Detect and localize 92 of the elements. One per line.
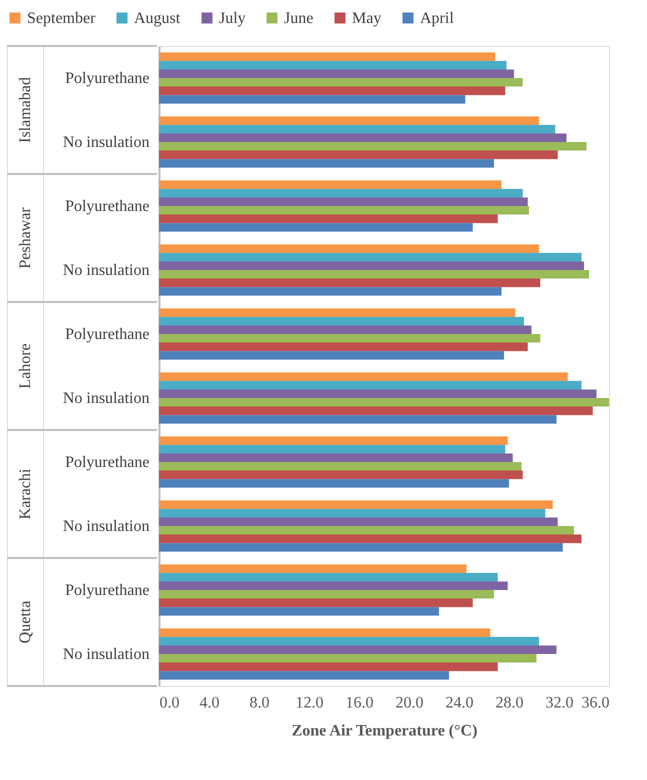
y-tick-label: Polyurethane [65, 70, 150, 87]
bar [159, 662, 498, 672]
bar [159, 462, 522, 471]
y-tick-label: No insulation [62, 518, 150, 535]
bar [159, 654, 536, 663]
bar [159, 671, 449, 680]
text: Karachi [17, 468, 34, 520]
bar [159, 244, 539, 253]
bar [159, 95, 466, 104]
text: Peshawar [17, 206, 34, 269]
bar [159, 188, 523, 198]
legend-label: August [134, 10, 181, 27]
legend-label: June [284, 10, 314, 27]
y-tick-label: Polyurethane [65, 582, 150, 599]
bar [159, 52, 496, 61]
bar [159, 406, 593, 416]
x-tick-label: 16.0 [346, 694, 374, 712]
bar [159, 453, 513, 462]
legend-label: May [352, 10, 382, 27]
x-tick-label: 12.0 [296, 694, 324, 712]
bar [159, 308, 516, 317]
bar [159, 607, 439, 616]
bar [159, 316, 524, 326]
bar [159, 252, 582, 262]
x-tick-label: 32.0 [546, 694, 574, 712]
legend-label: April [420, 10, 454, 27]
bar [159, 197, 528, 206]
x-axis-title: Zone Air Temperature (°C) [292, 722, 478, 740]
bar [159, 133, 566, 142]
bar [159, 436, 508, 445]
text: Lahore [17, 343, 34, 389]
bar [159, 287, 502, 296]
x-tick-label: 8.0 [250, 694, 270, 712]
bar [159, 124, 556, 134]
bar [159, 223, 473, 232]
bar [159, 636, 539, 646]
x-tick-label: 36.0 [582, 694, 610, 712]
y-tick-label: No insulation [62, 390, 150, 407]
bar [159, 278, 540, 288]
bar [159, 60, 506, 70]
bar [159, 500, 553, 509]
bar [159, 444, 506, 454]
bar [159, 581, 508, 590]
bar [159, 572, 498, 582]
bar [159, 508, 546, 518]
x-tick-label: 24.0 [446, 694, 474, 712]
bar [159, 470, 523, 480]
bar [159, 534, 582, 544]
legend-label: July [219, 10, 246, 27]
x-tick-label: 4.0 [200, 694, 220, 712]
bar [159, 78, 523, 87]
bar [159, 86, 506, 96]
text: Islamabad [17, 77, 34, 143]
bar [159, 142, 586, 151]
bar [159, 389, 596, 398]
bar [159, 398, 609, 407]
bar [159, 645, 556, 654]
x-tick-label: 0.0 [160, 694, 180, 712]
bar [159, 526, 574, 535]
x-tick-label: 28.0 [496, 694, 524, 712]
bar [159, 372, 568, 381]
bar [159, 628, 490, 637]
y-tick-label: Polyurethane [65, 198, 150, 215]
y-tick-label: No insulation [62, 262, 150, 279]
y-tick-label: Polyurethane [65, 326, 150, 343]
bar [159, 325, 532, 334]
y-tick-label: No insulation [62, 646, 150, 663]
bar [159, 159, 494, 168]
bar [159, 261, 584, 270]
legend-label: September [27, 10, 96, 27]
bar [159, 380, 582, 390]
bar [159, 334, 540, 343]
bar [159, 543, 563, 552]
bar [159, 206, 529, 215]
bar [159, 479, 509, 488]
bar [159, 564, 466, 573]
bar [159, 180, 502, 189]
bar [159, 598, 473, 608]
bar [159, 351, 504, 360]
bar [159, 214, 498, 224]
bar [159, 415, 556, 424]
y-tick-label: No insulation [62, 134, 150, 151]
text: Quetta [17, 600, 34, 644]
bar [159, 150, 558, 160]
bar [159, 69, 514, 78]
bar [159, 590, 494, 599]
bar [159, 517, 558, 526]
bar [159, 116, 539, 125]
bar [159, 270, 589, 279]
bar [159, 342, 528, 352]
x-tick-label: 20.0 [396, 694, 424, 712]
y-tick-label: Polyurethane [65, 454, 150, 471]
